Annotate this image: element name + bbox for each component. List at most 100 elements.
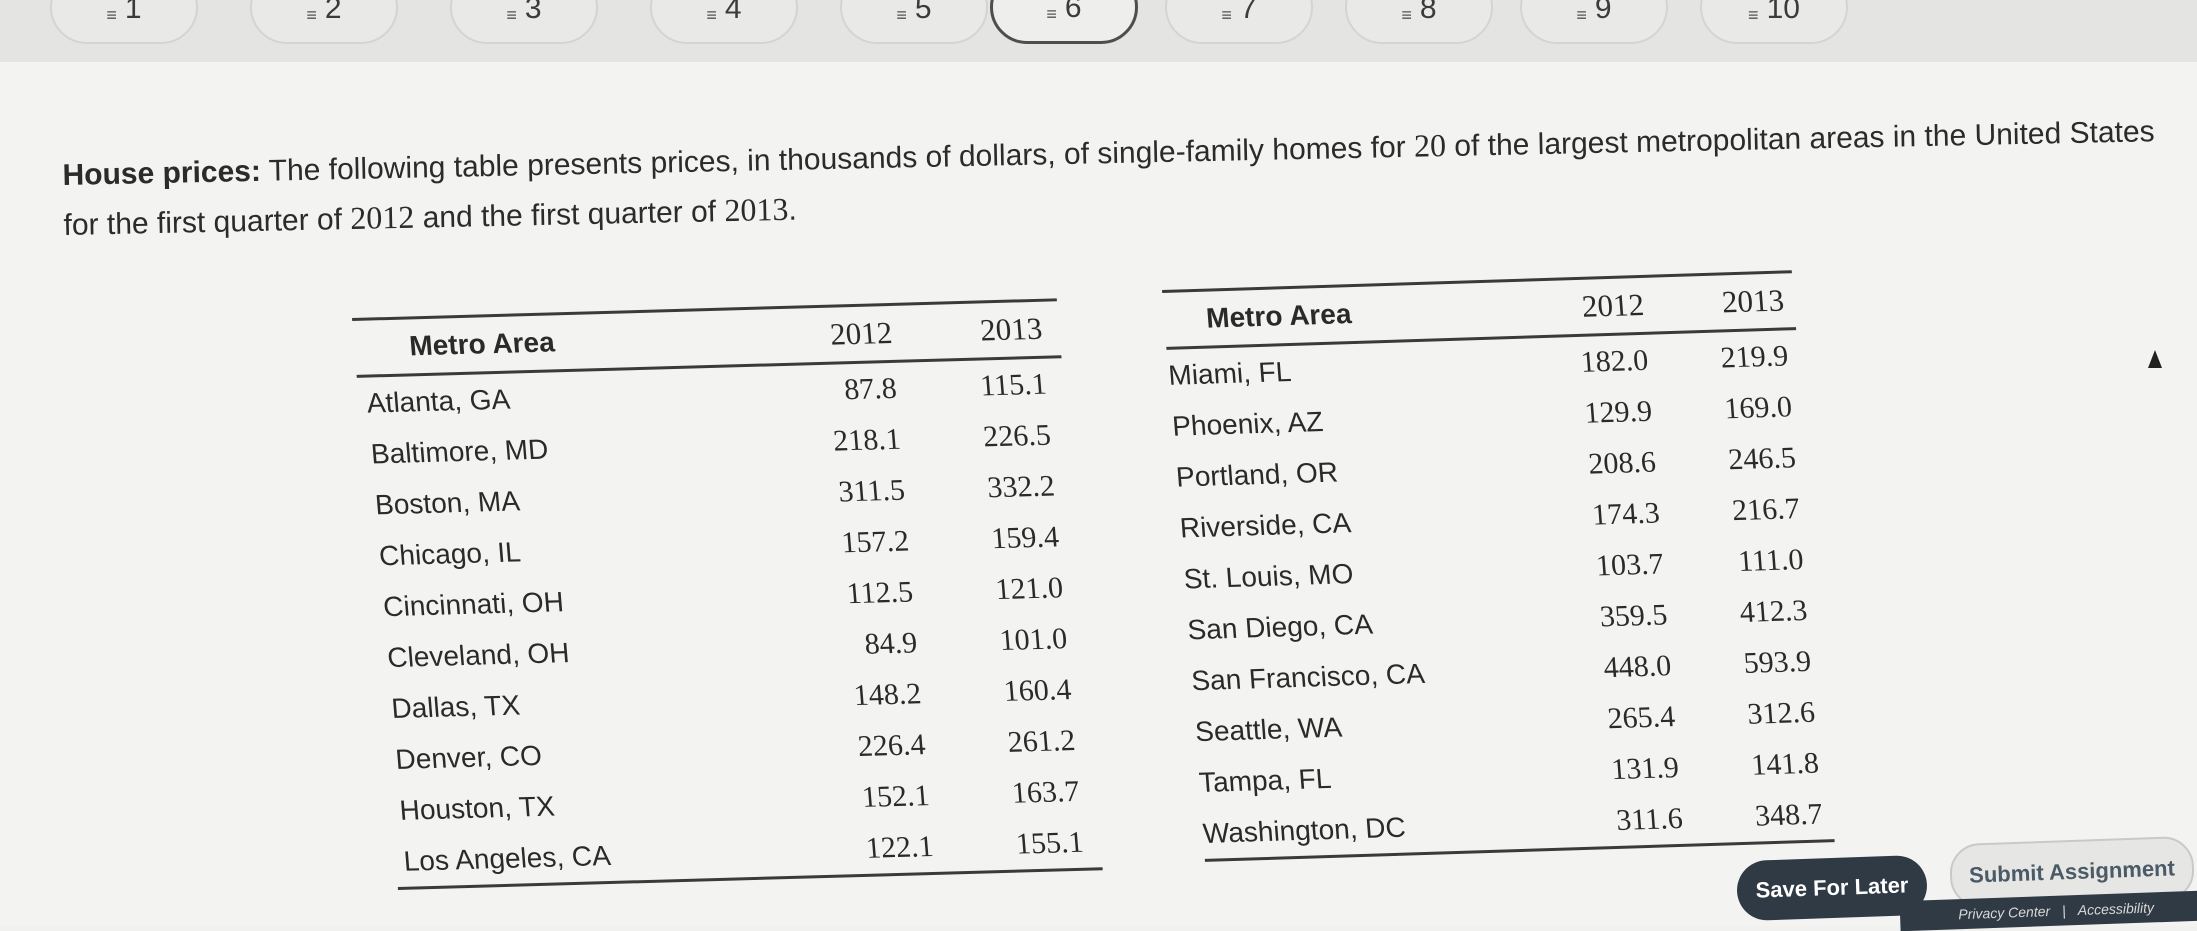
price-2012-cell: 152.1 xyxy=(860,778,931,814)
prompt-number-3: 2013 xyxy=(723,190,789,229)
question-3-button[interactable]: ≡ 3 xyxy=(450,0,598,44)
price-2012-cell: 129.9 xyxy=(1583,394,1654,430)
question-list-icon: ≡ xyxy=(106,5,117,25)
accessibility-link[interactable]: Accessibility xyxy=(2077,899,2155,919)
price-2012-cell: 174.3 xyxy=(1590,496,1661,532)
metro-area-cell: Houston, TX xyxy=(398,790,556,826)
price-2012-cell: 265.4 xyxy=(1606,699,1677,735)
price-2013-cell: 226.5 xyxy=(981,418,1052,453)
question-list-icon: ≡ xyxy=(706,5,717,25)
price-2013-cell: 101.0 xyxy=(998,621,1069,657)
price-2013-cell: 121.0 xyxy=(994,570,1065,606)
header-metro-area: Metro Area xyxy=(1205,298,1353,334)
prompt-number-1: 20 xyxy=(1413,127,1447,164)
house-price-table-right: Metro Area 2012 2013 Miami, FL 182.0 219.9… xyxy=(1162,270,1835,862)
metro-area-cell: Chicago, IL xyxy=(377,535,522,571)
question-list-icon: ≡ xyxy=(306,5,317,25)
header-metro-area: Metro Area xyxy=(408,326,556,362)
price-2012-cell: 103.7 xyxy=(1594,546,1665,582)
question-number-label: 10 xyxy=(1766,0,1800,25)
question-list-icon: ≡ xyxy=(896,5,907,25)
metro-area-cell: Riverside, CA xyxy=(1178,506,1353,544)
question-number-label: 8 xyxy=(1419,0,1437,25)
metro-area-cell: Denver, CO xyxy=(394,739,543,775)
metro-area-cell: Tampa, FL xyxy=(1197,762,1333,798)
question-5-button[interactable]: ≡ 5 xyxy=(840,0,988,44)
question-list-icon: ≡ xyxy=(1576,5,1587,25)
mouse-cursor-icon xyxy=(2148,350,2162,368)
house-price-table-left: Metro Area 2012 2013 Atlanta, GA 87.8 115.… xyxy=(352,298,1103,890)
question-number-label: 2 xyxy=(324,0,342,25)
price-2012-cell: 208.6 xyxy=(1587,445,1658,481)
question-list-icon: ≡ xyxy=(1748,5,1759,25)
price-2012-cell: 157.2 xyxy=(840,524,911,559)
metro-area-cell: Cincinnati, OH xyxy=(381,585,565,622)
metro-area-cell: St. Louis, MO xyxy=(1182,557,1355,594)
main-content xyxy=(0,62,2197,926)
price-2013-cell: 159.4 xyxy=(990,519,1061,555)
price-2012-cell: 148.2 xyxy=(852,676,923,712)
price-2012-cell: 311.6 xyxy=(1614,801,1684,837)
question-list-icon: ≡ xyxy=(1046,4,1057,24)
price-2013-cell: 155.1 xyxy=(1014,825,1085,861)
question-2-button[interactable]: ≡ 2 xyxy=(250,0,398,44)
header-2012: 2012 xyxy=(828,314,894,352)
metro-area-cell: Baltimore, MD xyxy=(369,433,550,469)
prompt-text-3: and the first quarter of xyxy=(413,195,725,235)
header-2012: 2012 xyxy=(1580,286,1646,324)
metro-area-cell: Los Angeles, CA xyxy=(402,839,612,877)
price-2012-cell: 131.9 xyxy=(1610,750,1681,786)
question-9-button[interactable]: ≡ 9 xyxy=(1520,0,1668,44)
metro-area-cell: Seattle, WA xyxy=(1194,711,1344,747)
question-4-button[interactable]: ≡ 4 xyxy=(650,0,798,44)
metro-area-cell: Washington, DC xyxy=(1201,811,1407,849)
price-2012-cell: 84.9 xyxy=(863,625,919,661)
metro-area-cell: Phoenix, AZ xyxy=(1171,405,1325,442)
question-number-label: 1 xyxy=(124,0,142,25)
price-2013-cell: 111.0 xyxy=(1736,542,1805,578)
question-number-label: 6 xyxy=(1064,0,1082,24)
question-navigation-bar: ≡ 1 ≡ 2 ≡ 3 ≡ 4 ≡ 5 ≡ 6 ≡ 7 ≡ 8 ≡ 9 ≡ 10 xyxy=(0,0,2197,63)
metro-area-cell: Atlanta, GA xyxy=(365,383,512,419)
question-10-button[interactable]: ≡ 10 xyxy=(1700,0,1848,44)
footer-separator: | xyxy=(2061,902,2067,919)
metro-area-cell: Miami, FL xyxy=(1167,355,1293,391)
prompt-text-4: . xyxy=(788,193,798,227)
price-2013-cell: 163.7 xyxy=(1010,774,1081,810)
price-2012-cell: 226.4 xyxy=(856,727,927,763)
question-list-icon: ≡ xyxy=(1401,5,1412,25)
price-2013-cell: 169.0 xyxy=(1723,389,1794,425)
price-2013-cell: 412.3 xyxy=(1738,593,1809,629)
question-number-label: 5 xyxy=(914,0,932,25)
question-6-button[interactable]: ≡ 6 xyxy=(990,0,1138,44)
price-2013-cell: 246.5 xyxy=(1727,440,1797,476)
price-2013-cell: 332.2 xyxy=(985,468,1057,504)
table-body: Miami, FL 182.0 219.9 Phoenix, AZ 129.9 169.0… xyxy=(1167,330,1835,859)
question-number-label: 9 xyxy=(1594,0,1612,25)
header-2013: 2013 xyxy=(978,310,1044,348)
price-2013-cell: 141.8 xyxy=(1749,746,1820,782)
header-2013: 2013 xyxy=(1720,282,1786,320)
price-2012-cell: 311.5 xyxy=(837,473,907,508)
privacy-center-link[interactable]: Privacy Center xyxy=(1958,903,2051,923)
question-7-button[interactable]: ≡ 7 xyxy=(1165,0,1313,44)
question-number-label: 4 xyxy=(724,0,742,25)
price-2013-cell: 348.7 xyxy=(1753,797,1824,833)
price-2012-cell: 218.1 xyxy=(831,422,903,458)
question-1-button[interactable]: ≡ 1 xyxy=(50,0,198,44)
price-2013-cell: 312.6 xyxy=(1746,695,1817,731)
metro-area-cell: Dallas, TX xyxy=(390,688,522,724)
price-2013-cell: 593.9 xyxy=(1742,644,1813,680)
price-2012-cell: 122.1 xyxy=(864,829,935,865)
price-2013-cell: 216.7 xyxy=(1730,491,1801,527)
price-2013-cell: 219.9 xyxy=(1719,338,1790,374)
prompt-title: House prices: xyxy=(62,154,262,192)
price-2012-cell: 182.0 xyxy=(1579,343,1650,379)
question-list-icon: ≡ xyxy=(506,5,517,25)
price-2013-cell: 261.2 xyxy=(1006,723,1077,759)
prompt-number-2: 2012 xyxy=(349,198,415,236)
question-8-button[interactable]: ≡ 8 xyxy=(1345,0,1493,44)
question-number-label: 7 xyxy=(1239,0,1257,25)
metro-area-cell: San Francisco, CA xyxy=(1190,657,1426,696)
metro-area-cell: Portland, OR xyxy=(1174,456,1339,493)
